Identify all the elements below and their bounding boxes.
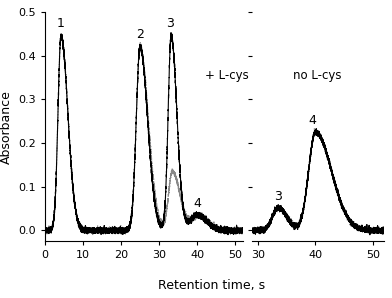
Text: 3: 3 bbox=[274, 190, 282, 203]
Text: 4: 4 bbox=[193, 197, 201, 210]
Y-axis label: Absorbance: Absorbance bbox=[0, 90, 13, 164]
Text: 1: 1 bbox=[57, 17, 65, 30]
Text: 4: 4 bbox=[309, 114, 316, 127]
Text: Retention time, s: Retention time, s bbox=[158, 279, 265, 292]
Text: no L-cys: no L-cys bbox=[292, 69, 341, 82]
Text: 2: 2 bbox=[136, 28, 144, 41]
Text: + L-cys: + L-cys bbox=[205, 69, 249, 82]
Text: 3: 3 bbox=[167, 17, 174, 30]
